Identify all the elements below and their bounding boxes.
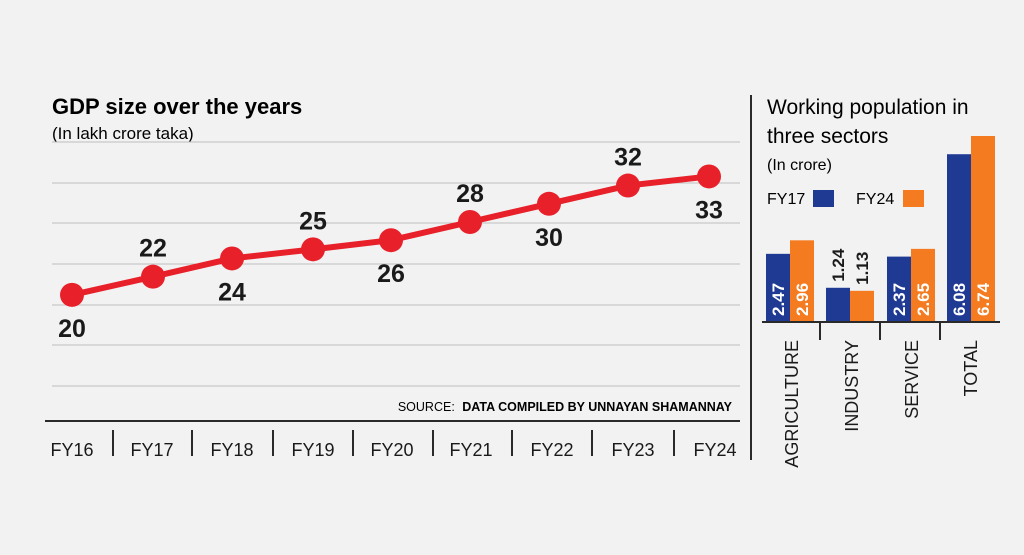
population-x-axis: AGRICULTURE INDUSTRY SERVICE TOTAL	[762, 321, 1000, 468]
gdp-tick-label: FY16	[50, 440, 93, 460]
gdp-point-fy21	[458, 210, 482, 234]
gdp-point-fy17	[141, 264, 165, 289]
gdp-tick-label: FY18	[210, 440, 253, 460]
legend-label-fy17: FY17	[767, 191, 805, 208]
population-category-label: SERVICE	[902, 340, 922, 419]
gdp-value-label: 20	[58, 315, 86, 343]
legend-label-fy24: FY24	[856, 191, 894, 208]
bar-service-fy17	[887, 256, 911, 322]
bar-value-label: 1.24	[829, 248, 848, 282]
gdp-chart-title: GDP size over the years	[52, 94, 302, 119]
legend-swatch-fy24	[903, 190, 924, 207]
gdp-value-label: 26	[377, 260, 405, 288]
gdp-tick-label: FY24	[693, 440, 736, 460]
bar-value-label: 6.08	[950, 283, 969, 316]
gdp-point-fy18	[220, 246, 244, 271]
gdp-data-points	[60, 164, 721, 307]
bar-industry-fy24	[850, 290, 874, 322]
gdp-point-fy23	[616, 173, 640, 198]
gdp-tick-label: FY22	[530, 440, 573, 460]
gdp-value-label: 22	[139, 235, 167, 263]
gdp-tick-label: FY17	[130, 440, 173, 460]
gdp-data-labels: 20 22 24 25 26 28 30 32 33	[58, 144, 723, 343]
population-category-label: INDUSTRY	[842, 340, 862, 432]
gdp-chart-subtitle: (In lakh crore taka)	[52, 124, 194, 143]
gdp-value-label: 25	[299, 207, 327, 235]
bar-total-fy17	[947, 154, 971, 322]
bar-value-label: 2.96	[793, 283, 812, 316]
population-legend: FY17 FY24	[767, 190, 924, 208]
gdp-value-label: 24	[218, 278, 246, 306]
gdp-tick-label: FY23	[611, 440, 654, 460]
gdp-x-axis: FY16 FY17 FY18 FY19 FY20 FY21 FY22 FY23 FY24	[45, 420, 740, 460]
source-text: DATA COMPILED BY UNNAYAN SHAMANNAY	[462, 400, 732, 414]
gdp-tick-label: FY19	[291, 440, 334, 460]
gdp-value-label: 30	[535, 224, 563, 252]
gdp-tick-label: FY20	[370, 440, 413, 460]
population-bars: 2.47 2.96 1.24 1.13 2.37 2.65 6.08 6.74	[766, 136, 995, 322]
gdp-point-fy19	[301, 237, 325, 262]
bar-total-fy24	[971, 136, 995, 322]
gdp-point-fy20	[379, 228, 403, 253]
population-chart-title: Working population in three sectors	[767, 96, 969, 148]
bar-value-label: 2.47	[769, 283, 788, 316]
gdp-value-label: 32	[614, 144, 642, 172]
population-category-label: TOTAL	[961, 340, 981, 396]
bar-value-label: 1.13	[853, 252, 872, 285]
gdp-point-fy16	[60, 282, 84, 307]
gdp-value-label: 33	[695, 196, 723, 224]
bar-agriculture-fy17	[766, 253, 790, 322]
gdp-point-fy24	[697, 164, 721, 189]
bar-agriculture-fy24	[790, 240, 814, 322]
population-chart-subtitle: (In crore)	[767, 157, 832, 174]
bar-service-fy24	[911, 248, 935, 322]
legend-swatch-fy17	[813, 190, 834, 207]
gdp-value-label: 28	[456, 180, 484, 208]
bar-value-label: 6.74	[974, 282, 993, 316]
bar-value-label: 2.37	[890, 283, 909, 316]
bar-value-label: 2.65	[914, 283, 933, 316]
population-category-label: AGRICULTURE	[782, 340, 802, 468]
gdp-tick-label: FY21	[449, 440, 492, 460]
gdp-point-fy22	[537, 191, 561, 216]
source-credit: SOURCE: DATA COMPILED BY UNNAYAN SHAMANN…	[398, 400, 733, 414]
bar-industry-fy17	[826, 287, 850, 322]
gdp-gridlines	[52, 141, 740, 387]
source-prefix: SOURCE:	[398, 400, 455, 414]
